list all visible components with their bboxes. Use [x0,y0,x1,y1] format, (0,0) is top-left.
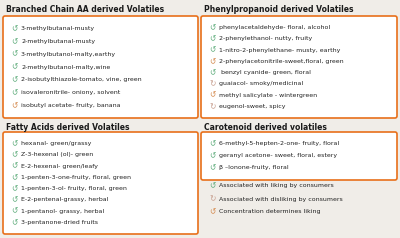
Text: ↺: ↺ [11,207,17,216]
Text: ↺: ↺ [11,218,17,227]
Text: ↺: ↺ [209,91,215,100]
Text: ↺: ↺ [11,162,17,171]
Text: Phenylpropanoid derived Volatiles: Phenylpropanoid derived Volatiles [204,5,354,14]
Text: ↺: ↺ [209,46,215,55]
Text: ↻: ↻ [209,194,215,203]
Text: ↺: ↺ [11,75,17,84]
Text: Z-3-hexenal (ol)- green: Z-3-hexenal (ol)- green [21,152,93,157]
Text: 2-phenylethanol- nutty, fruity: 2-phenylethanol- nutty, fruity [219,36,312,41]
FancyBboxPatch shape [201,16,397,118]
Text: ↺: ↺ [11,24,17,33]
Text: 1-penten-3-one-fruity, floral, green: 1-penten-3-one-fruity, floral, green [21,175,131,180]
Text: ↺: ↺ [209,57,215,66]
Text: Branched Chain AA derived Volatiles: Branched Chain AA derived Volatiles [6,5,164,14]
Text: Associated with disliking by consumers: Associated with disliking by consumers [219,197,343,202]
Text: Concentration determines liking: Concentration determines liking [219,209,320,214]
FancyBboxPatch shape [3,16,198,118]
Text: ↺: ↺ [11,195,17,204]
Text: 3-methylbutanol-malty,earthy: 3-methylbutanol-malty,earthy [21,52,116,57]
Text: benzyl cyanide- green, floral: benzyl cyanide- green, floral [219,70,311,75]
Text: ↺: ↺ [209,152,215,160]
Text: ↺: ↺ [11,63,17,71]
FancyBboxPatch shape [201,132,397,180]
Text: isobutyl acetate- fruity, banana: isobutyl acetate- fruity, banana [21,103,120,108]
Text: 3-pentanone-dried fruits: 3-pentanone-dried fruits [21,220,98,225]
Text: guaiacol- smoky/medicinal: guaiacol- smoky/medicinal [219,81,303,86]
Text: ↺: ↺ [11,88,17,97]
Text: Fatty Acids derived Volatiles: Fatty Acids derived Volatiles [6,123,130,132]
Text: ↺: ↺ [209,23,215,32]
Text: ↺: ↺ [209,164,215,173]
Text: ↺: ↺ [209,34,215,43]
Text: ↺: ↺ [11,139,17,148]
Text: 2-phenylacetonitrile-sweet,floral, green: 2-phenylacetonitrile-sweet,floral, green [219,59,344,64]
Text: eugenol-sweet, spicy: eugenol-sweet, spicy [219,104,286,109]
Text: ↺: ↺ [209,182,215,190]
Text: isovaleronitrile- oniony, solvent: isovaleronitrile- oniony, solvent [21,90,120,95]
Text: ↺: ↺ [11,37,17,46]
Text: 2-methylbutanol-malty,wine: 2-methylbutanol-malty,wine [21,64,110,69]
Text: E-2-pentenal-grassy, herbal: E-2-pentenal-grassy, herbal [21,197,108,202]
Text: 6-methyl-5-hepten-2-one- fruity, floral: 6-methyl-5-hepten-2-one- fruity, floral [219,142,339,147]
Text: ↺: ↺ [209,68,215,77]
Text: geranyl acetone- sweet, floral, estery: geranyl acetone- sweet, floral, estery [219,154,337,159]
Text: ↺: ↺ [11,150,17,159]
Text: ↺: ↺ [11,173,17,182]
Text: ↻: ↻ [209,79,215,88]
Text: ↺: ↺ [209,208,215,217]
Text: ↺: ↺ [11,50,17,59]
Text: 1-pentanol- grassy, herbal: 1-pentanol- grassy, herbal [21,209,104,214]
Text: phenylacetaldehyde- floral, alcohol: phenylacetaldehyde- floral, alcohol [219,25,330,30]
Text: ↺: ↺ [11,184,17,193]
Text: 2-isobutylthiazole-tomato, vine, green: 2-isobutylthiazole-tomato, vine, green [21,77,142,82]
Text: 1-penten-3-ol- fruity, floral, green: 1-penten-3-ol- fruity, floral, green [21,186,127,191]
Text: ↺: ↺ [209,139,215,149]
Text: 3-methylbutanal-musty: 3-methylbutanal-musty [21,26,95,31]
Text: ↺: ↺ [11,101,17,110]
Text: 2-methylbutanal-musty: 2-methylbutanal-musty [21,39,95,44]
Text: Carotenoid derived volatiles: Carotenoid derived volatiles [204,123,327,132]
Text: methyl salicylate - wintergreen: methyl salicylate - wintergreen [219,93,317,98]
Text: β –Ionone-fruity, floral: β –Ionone-fruity, floral [219,165,289,170]
Text: Associated with liking by consumers: Associated with liking by consumers [219,183,334,188]
Text: 1-nitro-2-phenylethane- musty, earthy: 1-nitro-2-phenylethane- musty, earthy [219,48,340,53]
Text: hexanal- green/grassy: hexanal- green/grassy [21,141,91,146]
FancyBboxPatch shape [3,132,198,234]
Text: E-2-hexenal- green/leafy: E-2-hexenal- green/leafy [21,164,98,169]
Text: ↻: ↻ [209,102,215,111]
